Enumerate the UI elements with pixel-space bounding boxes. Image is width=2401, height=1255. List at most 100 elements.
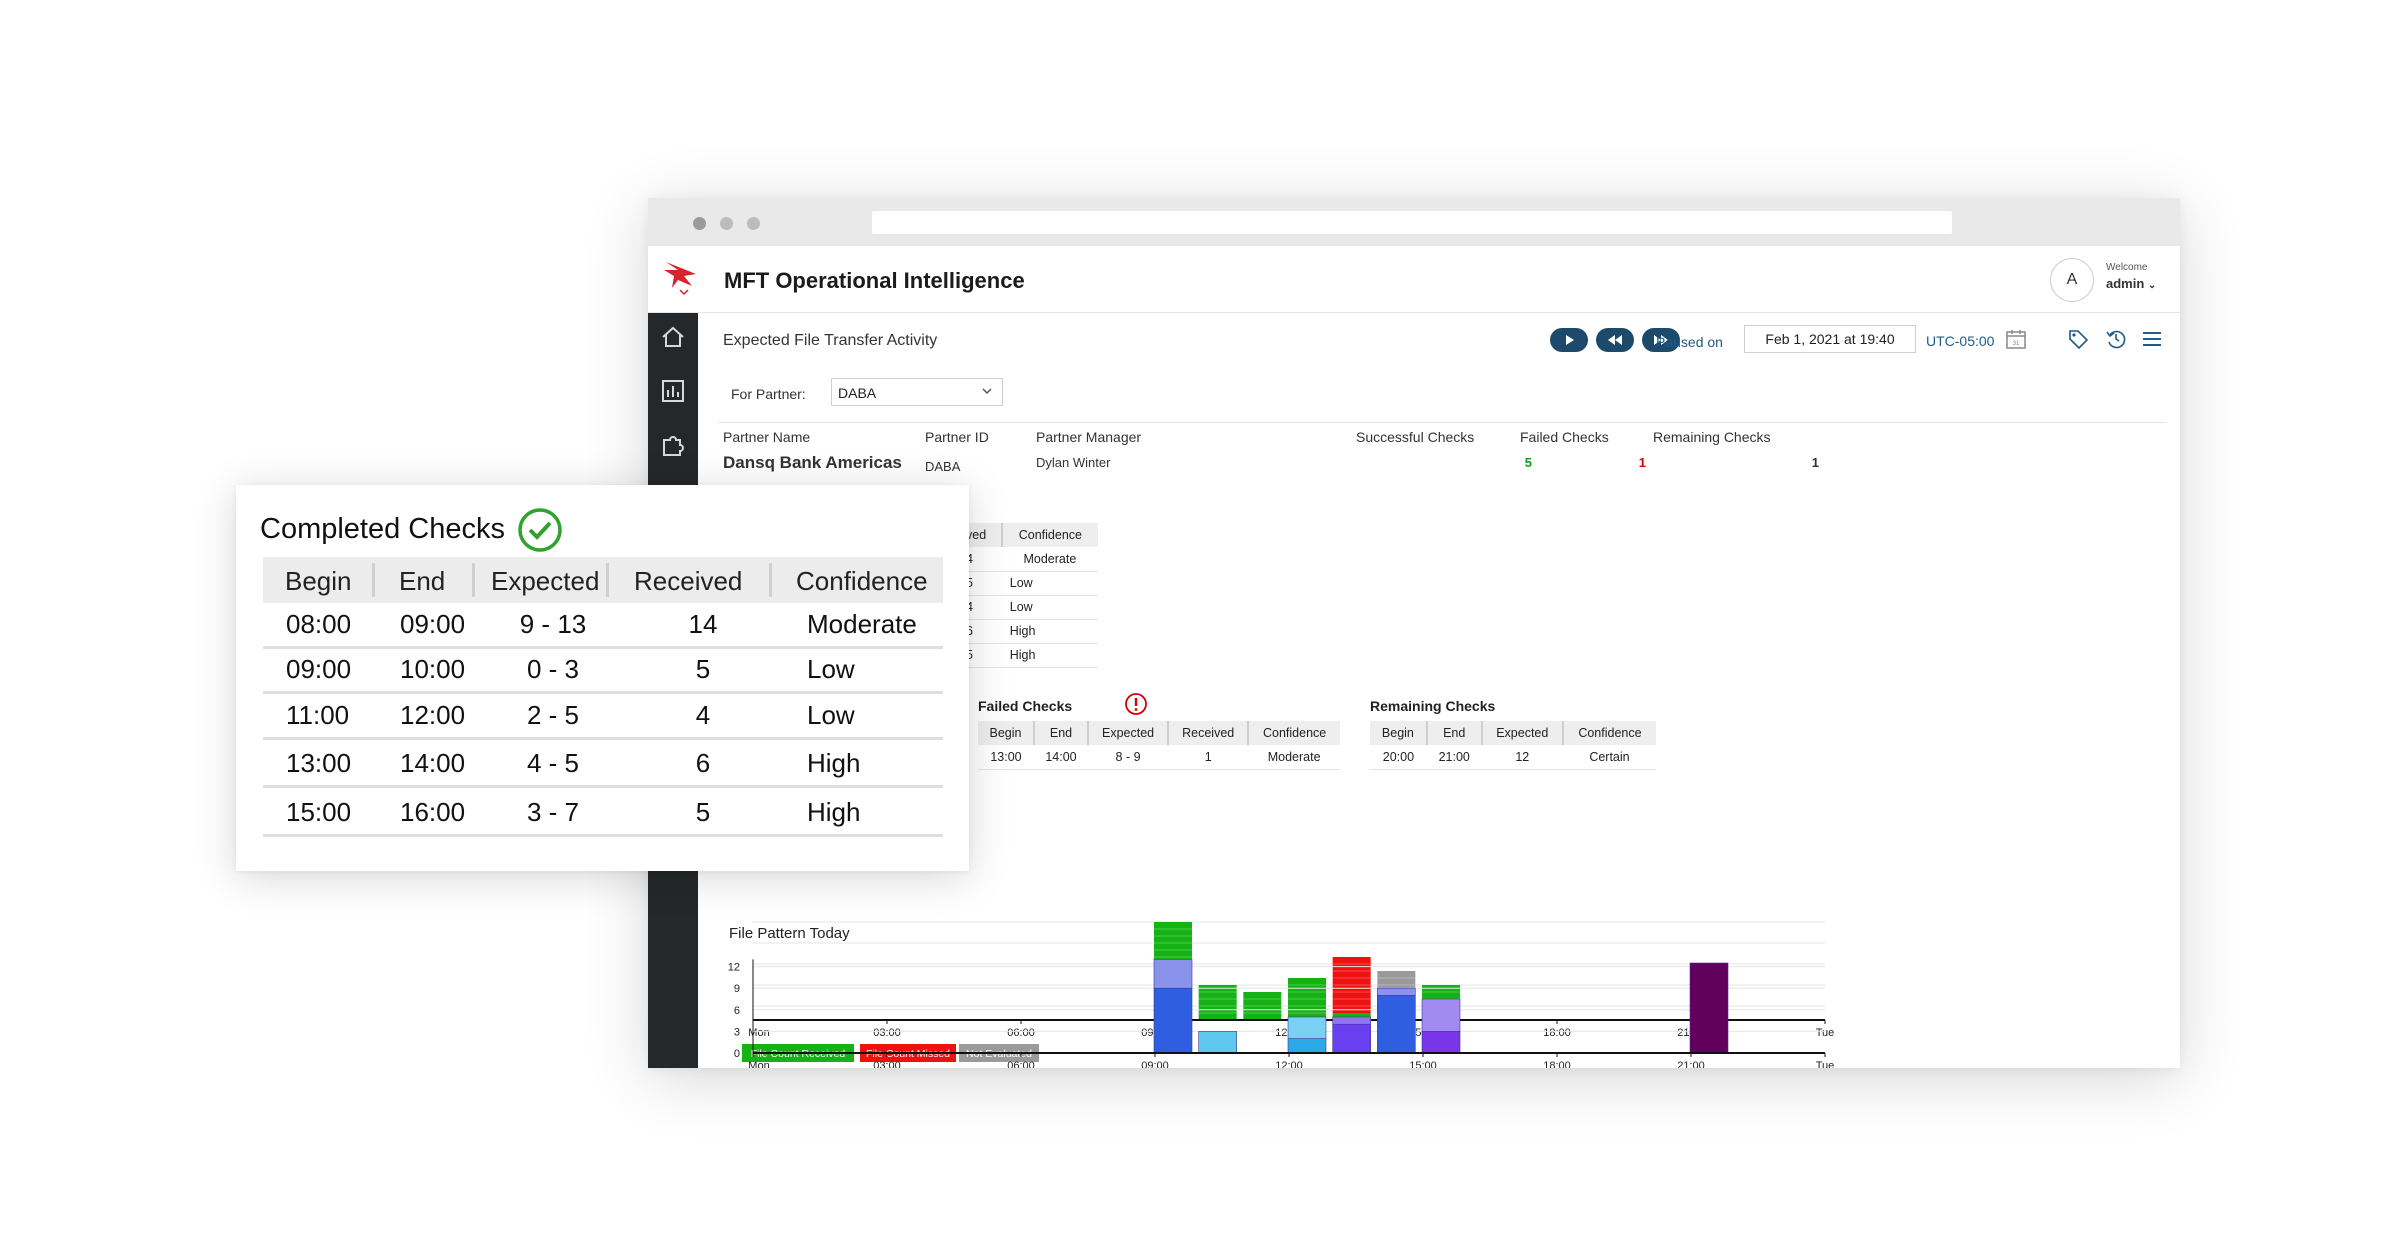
fast-forward-button[interactable] [1642,328,1680,352]
window-minimize-dot[interactable] [720,217,733,230]
x-tick-label: Tue [1816,1027,1835,1039]
table-row: 13:00 14:00 4 - 5 6 High [263,742,943,788]
table-header: Confidence [1001,523,1098,547]
rewind-icon [1608,335,1622,345]
table-header: Begin [1370,721,1428,745]
timezone-label[interactable]: UTC-05:00 [1926,333,1995,349]
pattern-bar [1421,1031,1461,1054]
table-cell: 2 - 5 [526,700,580,730]
x-tick-label: 09:00 [1141,1060,1169,1068]
x-tick-label: 21:00 [1677,1060,1705,1068]
main-content: Expected File Transfer Activity Paused o… [698,313,2180,1068]
card-title: Completed Checks [260,513,505,545]
pattern-bar [1153,987,1193,1054]
table-cell: Low [807,700,855,730]
pattern-bar [1689,962,1729,1054]
x-tick-label: 18:00 [1543,1027,1571,1039]
table-cell: High [1001,619,1098,644]
table-cell: 14 [688,609,718,639]
pattern-bar [1198,1031,1237,1054]
partner-id: DABA [925,459,961,474]
pattern-bar [1421,998,1461,1032]
table-cell: 5 [695,797,711,827]
failed-checks-header: Failed Checks [1520,429,1609,445]
pattern-bar [1377,987,1416,996]
table-cell: 14:00 [400,748,466,778]
table-cell: 12:00 [400,700,466,730]
table-row: 15:00 16:00 3 - 7 5 High [263,791,943,837]
table-header: End [1426,721,1483,745]
user-name: admin [2106,276,2145,291]
table-row: 08:00 09:00 9 - 13 14 Moderate [263,603,943,649]
x-tick-label: Mon [748,1027,769,1039]
y-tick-label: 0 [734,1048,740,1060]
x-tick-label: 18:00 [1543,1060,1571,1068]
browser-chrome [648,198,2180,246]
table-cell: 13:00 [978,745,1034,770]
check-circle-icon [518,508,562,552]
table-header: Confidence [1248,721,1340,745]
table-cell: Low [1001,571,1098,596]
table-cell: Moderate [807,609,917,639]
tag-icon[interactable] [2064,325,2092,353]
table-cell: 09:00 [400,609,466,639]
rewind-button[interactable] [1596,328,1634,352]
pattern-bar [1287,1038,1327,1054]
table-header: Received [1168,721,1250,745]
table-header: Begin [978,721,1035,745]
table-header: Received [634,566,743,596]
app-title: MFT Operational Intelligence [724,268,1025,293]
table-cell: 11:00 [286,700,350,730]
play-button[interactable] [1550,328,1588,352]
app-logo-icon[interactable] [662,256,702,300]
bar-received [1332,1013,1371,1020]
divider [718,422,2166,423]
partner-select[interactable]: DABA [831,378,1003,406]
table-header: Begin [285,566,352,596]
table-row: 20:00 21:00 12 Certain [1370,745,1656,770]
window-close-dot[interactable] [693,217,706,230]
chevron-down-icon: ⌄ [2147,280,2157,291]
pattern-bar [1377,995,1416,1054]
datetime-field[interactable]: Feb 1, 2021 at 19:40 [1744,325,1916,353]
user-menu[interactable]: admin ⌄ [2106,276,2156,291]
table-row: 11:00 12:00 2 - 5 4 Low [263,694,943,740]
table-cell: 14:00 [1033,745,1088,770]
failed-count: 1 [1638,455,1646,470]
table-cell: 3 - 7 [526,797,580,827]
remaining-count: 1 [1811,455,1819,470]
table-header: Confidence [1562,721,1656,745]
avatar[interactable]: A [2050,258,2094,302]
home-icon[interactable] [659,323,687,351]
pattern-bar [1153,959,1193,989]
calendar-icon[interactable]: 31 [2002,325,2030,353]
address-bar[interactable] [872,211,1952,234]
bar-chart-icon[interactable] [659,377,687,405]
table-cell: Moderate [1248,745,1340,770]
table-cell: 15:00 [286,797,352,827]
table-cell: 4 [695,700,711,730]
table-cell: 0 - 3 [526,654,580,684]
table-row: 09:00 10:00 0 - 3 5 Low [263,648,943,694]
successful-count: 5 [1524,455,1532,470]
x-tick-label: Mon [748,1060,769,1068]
menu-icon[interactable] [2138,325,2166,353]
card-table-header: Begin End Expected Received Confidence [263,557,943,603]
x-tick-label: 15:00 [1409,1060,1437,1068]
table-cell: 20:00 [1370,745,1427,770]
history-icon[interactable] [2102,325,2130,353]
table-cell: 6 [695,748,711,778]
table-cell: 16:00 [400,797,466,827]
table-cell: High [1001,643,1098,668]
y-tick-label: 12 [728,962,740,974]
welcome-label: Welcome [2106,262,2148,273]
window-maximize-dot[interactable] [747,217,760,230]
table-cell: 5 [695,654,711,684]
table-cell: High [807,797,861,827]
pattern-bar [1332,1023,1371,1054]
partner-manager-header: Partner Manager [1036,429,1142,445]
puzzle-icon[interactable] [659,431,687,459]
bar-received [1288,978,1326,1020]
x-tick-label: Tue [1816,1060,1835,1068]
svg-text:31: 31 [2013,341,2020,347]
